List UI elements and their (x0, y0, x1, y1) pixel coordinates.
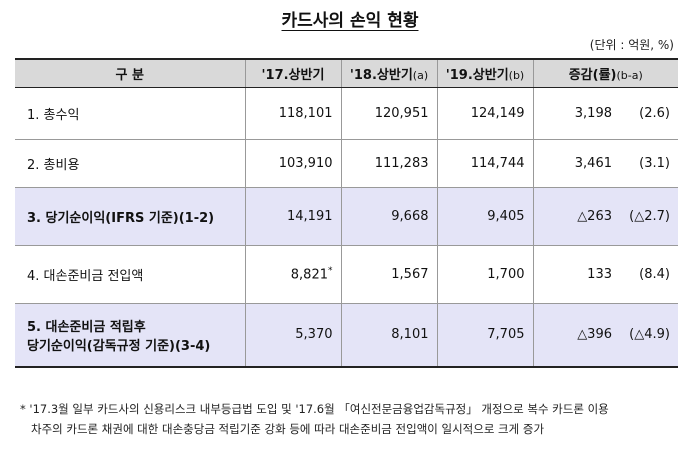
header-change: 증감(률)(b-a) (532, 58, 678, 88)
cell-2019h1: 9,405 (436, 187, 533, 246)
cell-2017h1: 8,821* (244, 245, 341, 304)
cell-2018h1: 8,101 (340, 303, 437, 368)
header-2017h1: '17.상반기 (244, 58, 341, 88)
cell-2017h1: 103,910 (244, 139, 341, 188)
cell-2017h1: 14,191 (244, 187, 341, 246)
cell-change: △263 (△2.7) (532, 187, 678, 246)
change-amount: 3,198 (574, 105, 612, 121)
footnote-marker: * (328, 265, 333, 276)
footnote-line-1: * '17.3월 일부 카드사의 신용리스크 내부등급법 도입 및 '17.6월… (20, 402, 609, 416)
table-row: 1. 총수익 118,101 120,951 124,149 3,198 (2.6… (15, 87, 678, 140)
cell-2017h1: 5,370 (244, 303, 341, 368)
footnote-line-2: 차주의 카드론 채권에 대한 대손충당금 적립기준 강화 등에 따라 대손준비금… (31, 422, 545, 436)
cell-change: △396 (△4.9) (532, 303, 678, 368)
change-rate: (△4.9) (629, 327, 670, 343)
table-row: 4. 대손준비금 전입액 8,821* 1,567 1,700 133 (8.4) (15, 245, 678, 304)
change-amount: △396 (577, 327, 612, 343)
change-rate: (2.6) (639, 105, 670, 121)
page-title-text: 카드사의 손익 현황 (281, 11, 419, 31)
table-row: 2. 총비용 103,910 111,283 114,744 3,461 (3.1… (15, 139, 678, 188)
row-label: 3. 당기순이익(IFRS 기준)(1-2) (15, 187, 245, 246)
cell-2018h1: 1,567 (340, 245, 437, 304)
header-2019h1: '19.상반기(b) (436, 58, 533, 88)
row-label: 5. 대손준비금 적립후 당기순이익(감독규정 기준)(3-4) (15, 303, 245, 368)
profit-loss-table: 구 분 '17.상반기 '18.상반기(a) '19.상반기(b) 증감(률)(… (15, 58, 678, 368)
change-amount: △263 (577, 208, 612, 224)
footnote: * '17.3월 일부 카드사의 신용리스크 내부등급법 도입 및 '17.6월… (20, 399, 690, 439)
table-header-row: 구 분 '17.상반기 '18.상반기(a) '19.상반기(b) 증감(률)(… (15, 58, 678, 88)
change-rate: (△2.7) (629, 208, 670, 224)
change-rate: (3.1) (639, 155, 670, 171)
table-row-highlighted: 3. 당기순이익(IFRS 기준)(1-2) 14,191 9,668 9,40… (15, 187, 678, 246)
cell-2017h1: 118,101 (244, 87, 341, 140)
cell-2019h1: 124,149 (436, 87, 533, 140)
cell-2019h1: 1,700 (436, 245, 533, 304)
cell-2018h1: 120,951 (340, 87, 437, 140)
row-label: 1. 총수익 (15, 87, 245, 140)
cell-2018h1: 9,668 (340, 187, 437, 246)
cell-change: 3,461 (3.1) (532, 139, 678, 188)
row-label: 4. 대손준비금 전입액 (15, 245, 245, 304)
header-2018h1: '18.상반기(a) (340, 58, 437, 88)
table-row-highlighted: 5. 대손준비금 적립후 당기순이익(감독규정 기준)(3-4) 5,370 8,… (15, 303, 678, 368)
cell-2019h1: 114,744 (436, 139, 533, 188)
cell-change: 3,198 (2.6) (532, 87, 678, 140)
change-amount: 3,461 (574, 155, 612, 171)
cell-2019h1: 7,705 (436, 303, 533, 368)
cell-2018h1: 111,283 (340, 139, 437, 188)
change-rate: (8.4) (639, 266, 670, 282)
unit-label: (단위 : 억원, %) (589, 38, 674, 52)
cell-change: 133 (8.4) (532, 245, 678, 304)
row-label: 2. 총비용 (15, 139, 245, 188)
page-title: 카드사의 손익 현황 (0, 6, 700, 31)
change-amount: 133 (587, 266, 612, 282)
header-category: 구 분 (15, 58, 245, 88)
